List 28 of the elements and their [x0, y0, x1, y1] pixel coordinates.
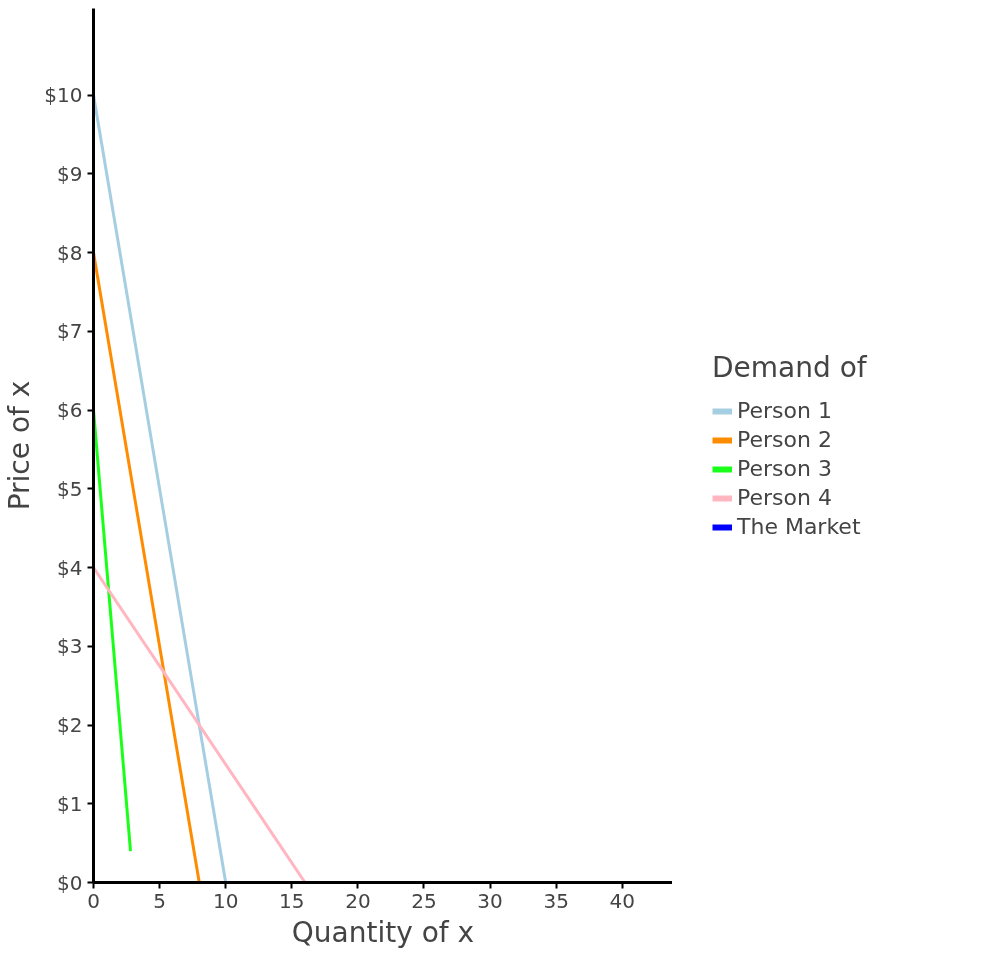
y-tick-label: $9	[57, 161, 83, 186]
legend-label: Person 2	[737, 427, 832, 452]
y-tick-label: $8	[57, 240, 83, 265]
y-tick-label: $4	[57, 555, 83, 580]
x-tick-label: 5	[153, 888, 166, 913]
y-tick-label: $7	[57, 319, 83, 344]
x-tick-label: 30	[477, 888, 503, 913]
y-tick-label: $1	[57, 791, 83, 816]
x-tick-label: 20	[345, 888, 371, 913]
x-tick-label: 35	[543, 888, 569, 913]
y-tick-label: $6	[57, 398, 83, 423]
x-tick-label: 40	[609, 888, 635, 913]
y-tick-label: $5	[57, 476, 83, 501]
y-axis-title: Price of x	[3, 380, 37, 511]
x-tick-label: 10	[212, 888, 239, 913]
x-tick-label: 25	[411, 888, 437, 913]
legend-label: The Market	[737, 514, 861, 539]
legend-label: Person 3	[737, 456, 832, 481]
y-tick-label: $0	[57, 870, 83, 895]
y-tick-label: $3	[57, 634, 83, 659]
legend-title: Demand of	[712, 351, 867, 384]
legend-label: Person 1	[737, 398, 832, 423]
y-tick-label: $10	[44, 83, 83, 108]
y-tick-label: $2	[57, 713, 83, 738]
x-axis-title: Quantity of x	[291, 915, 475, 949]
x-tick-label: 15	[279, 888, 305, 913]
x-tick-label: 0	[87, 888, 100, 913]
legend-label: Person 4	[737, 485, 832, 510]
